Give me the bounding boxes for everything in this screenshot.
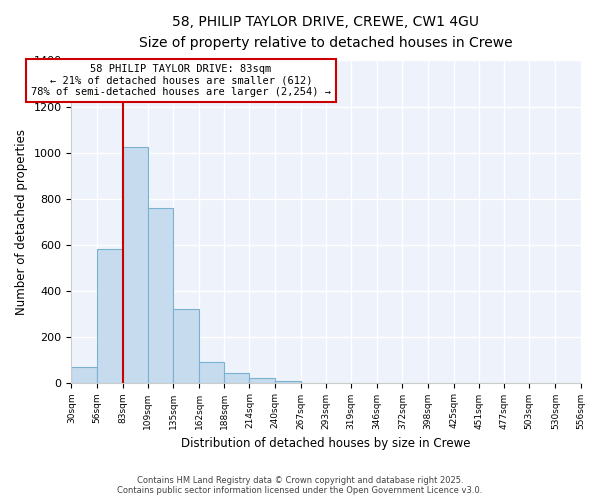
Bar — [148, 208, 173, 382]
Bar — [250, 378, 275, 382]
Bar — [97, 249, 122, 382]
Title: 58, PHILIP TAYLOR DRIVE, CREWE, CW1 4GU
Size of property relative to detached ho: 58, PHILIP TAYLOR DRIVE, CREWE, CW1 4GU … — [139, 15, 513, 50]
Bar — [122, 147, 148, 382]
X-axis label: Distribution of detached houses by size in Crewe: Distribution of detached houses by size … — [181, 437, 471, 450]
Bar — [224, 374, 250, 382]
Bar — [173, 309, 199, 382]
Text: 58 PHILIP TAYLOR DRIVE: 83sqm
← 21% of detached houses are smaller (612)
78% of : 58 PHILIP TAYLOR DRIVE: 83sqm ← 21% of d… — [31, 64, 331, 97]
Bar — [199, 362, 224, 382]
Bar — [71, 367, 97, 382]
Bar — [275, 380, 301, 382]
Y-axis label: Number of detached properties: Number of detached properties — [15, 128, 28, 314]
Text: Contains HM Land Registry data © Crown copyright and database right 2025.
Contai: Contains HM Land Registry data © Crown c… — [118, 476, 482, 495]
